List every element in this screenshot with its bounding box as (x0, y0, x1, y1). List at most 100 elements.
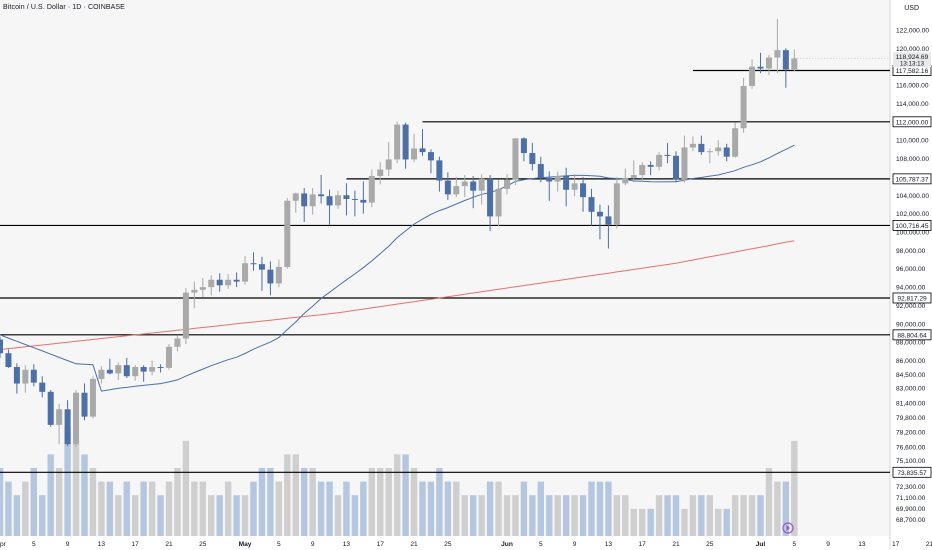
volume-bar (470, 495, 477, 536)
candle-body (749, 66, 756, 86)
volume-bar (520, 481, 528, 536)
time-axis-label: 25 (444, 541, 452, 548)
volume-bar (224, 481, 232, 536)
candle-body (757, 66, 764, 69)
candle-body (225, 279, 232, 286)
candle-body (427, 152, 434, 161)
candle-body (140, 367, 147, 372)
time-axis-label: 25 (706, 541, 714, 548)
candle-body (233, 279, 240, 282)
candle-body (377, 169, 384, 176)
volume-bar (546, 495, 553, 536)
price-tick-label: 120,000.00 (896, 46, 929, 53)
candle-body (318, 194, 325, 197)
volume-bar (706, 495, 713, 536)
time-axis-label: 13 (98, 541, 106, 548)
time-axis-label: 13 (858, 541, 866, 548)
candle-body (242, 263, 249, 282)
candle-body (301, 193, 308, 207)
candlesticks[interactable] (0, 18, 798, 447)
volume-bar (267, 468, 274, 536)
price-tick-label: 102,000.00 (896, 211, 929, 218)
time-axis-label: 21 (672, 541, 680, 548)
candle-body (89, 378, 96, 417)
volume-bar (664, 495, 671, 536)
level-label-box (892, 116, 932, 128)
volume-bar (715, 508, 722, 536)
volume-bar (402, 454, 409, 536)
volume-bar (579, 495, 587, 536)
volume-bar (81, 454, 88, 536)
volume-bar (622, 495, 629, 536)
time-axis-label: 21 (165, 541, 173, 548)
candle-body (782, 50, 789, 70)
time-axis-label: 17 (639, 541, 647, 548)
plot-background (0, 0, 890, 536)
volume-bar (351, 495, 359, 536)
time-axis-label: 9 (573, 541, 577, 548)
time-axis-label: 5 (32, 541, 36, 548)
price-tick-label: 94,000.00 (896, 285, 926, 292)
candle-body (132, 367, 139, 377)
volume-bar (748, 495, 756, 536)
time-axis-label: 5 (792, 541, 796, 548)
replay-icon[interactable] (782, 522, 794, 534)
volume-bar (512, 495, 519, 536)
candle-body (250, 263, 257, 265)
volume-bar (368, 468, 375, 536)
candle-body (351, 198, 358, 200)
volume-bar (529, 495, 536, 536)
candle-body (765, 57, 772, 69)
volume-bar (275, 481, 283, 536)
currency-label[interactable]: USD (904, 5, 919, 12)
candle-body (791, 58, 798, 70)
candle-body (740, 85, 747, 129)
candle-body (157, 367, 164, 369)
price-tick-label: 116,000.00 (896, 83, 929, 90)
volume-bar (174, 468, 181, 536)
volume-bar (334, 495, 342, 536)
candle-body (673, 155, 679, 180)
volume-bar (115, 495, 122, 536)
candle-body (580, 183, 587, 198)
volume-bar (486, 481, 494, 536)
candle-body (39, 382, 46, 392)
time-axis-label: 5 (277, 541, 281, 548)
candle-body (411, 148, 418, 160)
candle-body (115, 365, 122, 374)
candle-body (605, 216, 612, 225)
level-label-box (892, 292, 932, 304)
time-axis-label: 13 (605, 541, 613, 548)
price-tick-label: 71,100.00 (896, 495, 926, 502)
candle-body (546, 177, 553, 182)
volume-bar (47, 454, 54, 536)
volume-bar (478, 495, 485, 536)
price-tick-label: 68,700.00 (896, 517, 926, 524)
candle-body (64, 409, 71, 445)
time-axis-label: 21 (926, 541, 932, 548)
candle-body (149, 367, 156, 372)
volume-bar (39, 495, 46, 536)
candle-body (385, 159, 392, 170)
volume-bar (681, 508, 688, 536)
volume-bar (393, 454, 401, 536)
volume-bar (562, 495, 570, 536)
candle-body (715, 147, 722, 152)
candle-body (30, 369, 37, 383)
candle-body (292, 193, 299, 201)
volume-bar (208, 495, 215, 536)
volume-bar (241, 495, 249, 536)
last-price-box (893, 52, 931, 68)
time-axis-label: 9 (66, 541, 70, 548)
price-axis-background (890, 0, 932, 550)
candle-body (368, 175, 375, 203)
candle-body (208, 279, 215, 288)
candle-body (436, 160, 443, 181)
volume-bar (639, 508, 646, 536)
volume-bar (782, 481, 790, 536)
volume-bar (503, 495, 511, 536)
candle-body (275, 266, 282, 284)
candle-body (537, 164, 544, 178)
volume-bar (258, 468, 266, 536)
